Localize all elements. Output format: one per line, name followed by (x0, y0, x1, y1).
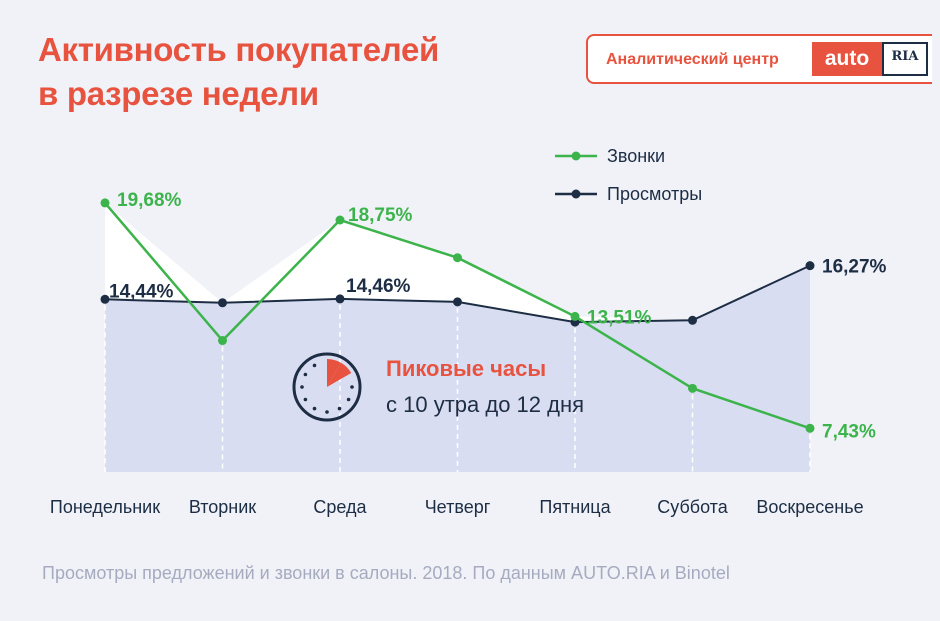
footnote: Просмотры предложений и звонки в салоны.… (42, 563, 730, 583)
series-0-point-0 (100, 198, 110, 208)
x-tick-label-3: Четверг (425, 497, 491, 517)
data-label-0-2: 18,75% (348, 205, 413, 226)
series-1-point-6 (805, 261, 815, 271)
legend-swatch-views (555, 189, 597, 199)
x-tick-label-4: Пятница (539, 497, 611, 517)
series-0-point-2 (335, 215, 345, 225)
clock-icon (292, 352, 362, 422)
series-0-point-6 (805, 423, 815, 433)
x-tick-label-1: Вторник (189, 497, 256, 517)
series-1-point-2 (335, 294, 345, 304)
brand-label: Аналитический центр (606, 51, 779, 68)
x-tick-label-0: Понедельник (50, 497, 160, 517)
data-label-0-0: 19,68% (117, 190, 182, 211)
brand-badge: Аналитический центр auto RIA (586, 34, 932, 84)
data-label-1-0: 14,44% (109, 281, 174, 302)
x-tick-label-2: Среда (313, 497, 367, 517)
views-area (105, 265, 810, 472)
peak-hours-subtitle: с 10 утра до 12 дня (386, 392, 585, 417)
series-1-point-3 (453, 297, 462, 307)
legend-label-views: Просмотры (607, 184, 703, 204)
series-1-point-1 (218, 298, 227, 308)
series-0-point-4 (570, 311, 580, 321)
logo-ria: RIA (882, 42, 928, 76)
logo-auto: auto (812, 42, 882, 76)
data-label-0-4: 13,51% (587, 307, 652, 328)
legend-swatch-calls (555, 151, 597, 161)
chart-title: Активность покупателей в разрезе недели (38, 28, 439, 116)
series-0-point-5 (688, 383, 697, 393)
peak-hours-title: Пиковые часы (386, 356, 547, 381)
title-line-1: Активность покупателей (38, 31, 440, 68)
series-1-point-5 (688, 315, 697, 325)
series-1-point-0 (100, 294, 110, 304)
x-tick-label-6: Воскресенье (756, 497, 863, 517)
data-label-1-2: 14,46% (346, 276, 411, 297)
x-tick-label-5: Суббота (657, 497, 728, 517)
data-label-1-6: 16,27% (822, 257, 887, 278)
title-line-2: в разрезе недели (38, 75, 319, 112)
series-0-point-3 (453, 253, 462, 263)
data-label-0-6: 7,43% (822, 421, 876, 442)
series-0-point-1 (218, 336, 227, 346)
legend-label-calls: Звонки (607, 146, 666, 166)
